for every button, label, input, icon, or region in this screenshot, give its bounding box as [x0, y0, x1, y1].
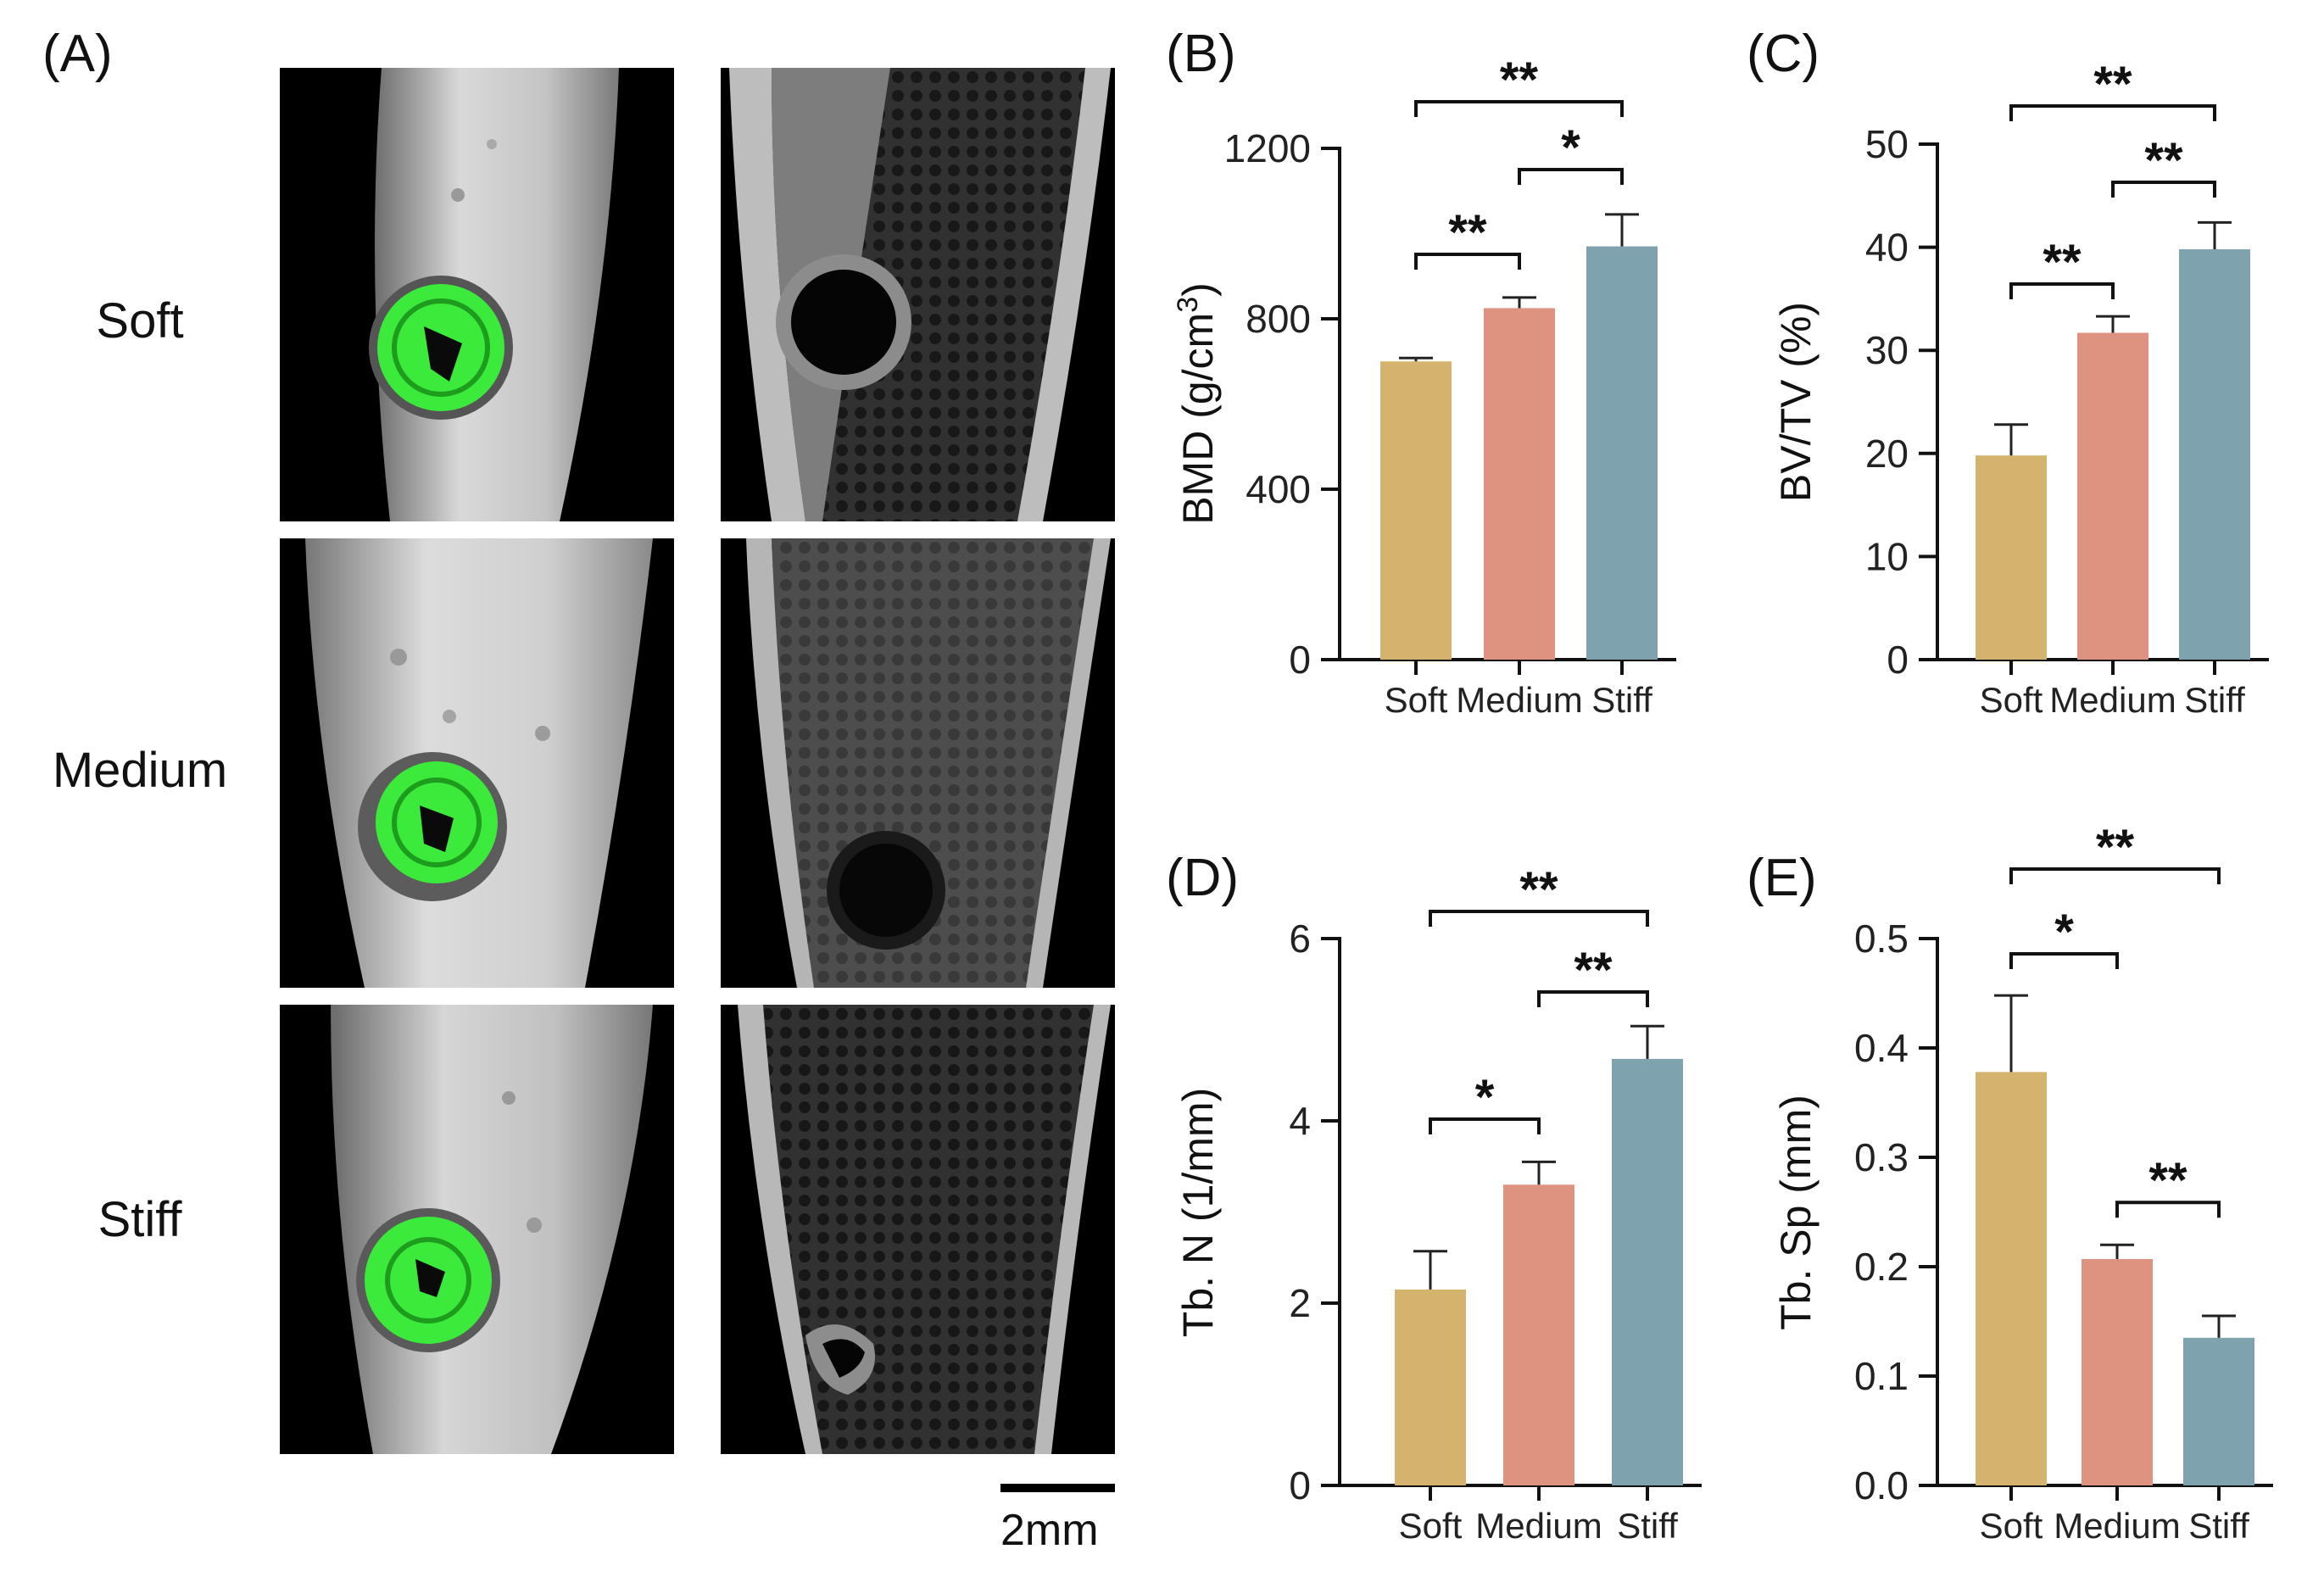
x-tick-label: Soft	[1385, 680, 1448, 720]
significance-label: **	[1574, 943, 1613, 998]
panel-letter-e: (E)	[1747, 849, 1817, 907]
significance-bracket	[1429, 1117, 1541, 1134]
scale-bar	[1000, 1484, 1115, 1492]
y-tick-label: 0.1	[1854, 1354, 1909, 1398]
y-tick-label: 2	[1289, 1281, 1311, 1325]
significance-bracket	[1414, 253, 1521, 270]
bar-stiff	[2183, 1337, 2254, 1485]
x-tick-label: Stiff	[2188, 1506, 2249, 1546]
significance-label: **	[1448, 205, 1487, 260]
significance-label: **	[1500, 53, 1539, 108]
significance-label: **	[2144, 133, 2183, 188]
significance-label: **	[2148, 1153, 2187, 1208]
significance-bracket	[1414, 100, 1624, 117]
panel-letter-c: (C)	[1747, 25, 1820, 83]
panel-letter-d: (D)	[1166, 849, 1240, 907]
y-tick-label: 1200	[1224, 126, 1311, 170]
microct-section-soft	[721, 68, 1115, 521]
microct-section-stiff	[721, 1005, 1115, 1454]
y-axis-label: BMD (g/cm3)	[1172, 282, 1222, 525]
significance-label: *	[1475, 1070, 1495, 1125]
y-tick-label: 0.5	[1854, 917, 1909, 961]
x-tick-label: Stiff	[1617, 1506, 1678, 1546]
significance-bracket	[1537, 990, 1649, 1007]
y-tick-label: 30	[1865, 328, 1909, 372]
x-tick-label: Stiff	[2184, 680, 2245, 720]
bar-medium	[2077, 332, 2148, 660]
bar-stiff	[1586, 246, 1658, 660]
scale-bar-label: 2mm	[1000, 1506, 1099, 1555]
significance-bracket	[2009, 952, 2119, 969]
significance-bracket	[2111, 181, 2216, 198]
y-tick-label: 400	[1246, 467, 1311, 511]
significance-label: **	[2096, 820, 2135, 875]
bar-stiff	[1612, 1058, 1683, 1485]
significance-bracket	[2009, 867, 2221, 884]
significance-bracket	[2009, 282, 2115, 299]
x-tick-label: Soft	[1980, 1506, 2043, 1546]
bar-medium	[2082, 1258, 2153, 1485]
bar-soft	[1976, 1072, 2047, 1485]
significance-bracket	[2009, 104, 2216, 121]
row-label-medium: Medium	[52, 743, 228, 798]
panel-letter-a: (A)	[42, 25, 113, 83]
x-tick-label: Stiff	[1591, 680, 1652, 720]
bar-soft	[1380, 361, 1452, 660]
x-tick-label: Medium	[1475, 1506, 1602, 1546]
bar-medium	[1484, 308, 1555, 660]
significance-label: *	[1561, 120, 1580, 176]
y-tick-label: 20	[1865, 432, 1909, 476]
x-tick-label: Soft	[1980, 680, 2043, 720]
significance-bracket	[1518, 168, 1624, 185]
bar-medium	[1503, 1184, 1574, 1485]
microct-3d-render-medium	[280, 538, 674, 988]
significance-label: *	[2054, 905, 2074, 960]
bar-stiff	[2179, 249, 2250, 660]
y-tick-label: 50	[1865, 122, 1909, 166]
bar-soft	[1395, 1289, 1466, 1485]
microct-section-medium	[721, 538, 1115, 988]
bar-soft	[1976, 455, 2047, 660]
significance-label: **	[2093, 57, 2132, 112]
significance-bracket	[1429, 910, 1649, 927]
y-axis-label: Tb. N (1/mm)	[1174, 1088, 1222, 1337]
x-tick-label: Medium	[1456, 680, 1582, 720]
panel-letter-b: (B)	[1166, 25, 1236, 83]
y-tick-label: 0	[1289, 638, 1311, 682]
microct-3d-render-stiff	[280, 1005, 674, 1454]
y-tick-label: 0.0	[1854, 1463, 1909, 1507]
y-tick-label: 0.2	[1854, 1245, 1909, 1289]
x-tick-label: Medium	[2049, 680, 2176, 720]
microct-3d-render-soft	[280, 68, 674, 521]
y-axis-label: BV/TV (%)	[1772, 302, 1820, 502]
significance-label: **	[1519, 862, 1558, 917]
row-label-soft: Soft	[96, 293, 184, 348]
row-label-stiff: Stiff	[98, 1192, 182, 1247]
y-tick-label: 0.4	[1854, 1026, 1909, 1070]
y-tick-label: 0	[1289, 1463, 1311, 1507]
x-tick-label: Medium	[2054, 1506, 2180, 1546]
y-tick-label: 0	[1887, 638, 1909, 682]
y-tick-label: 6	[1289, 917, 1311, 961]
significance-label: **	[2043, 235, 2082, 290]
y-axis-label: Tb. Sp (mm)	[1772, 1095, 1820, 1330]
x-tick-label: Soft	[1399, 1506, 1463, 1546]
y-tick-label: 0.3	[1854, 1135, 1909, 1179]
y-tick-label: 4	[1289, 1099, 1311, 1143]
y-tick-label: 800	[1246, 297, 1311, 341]
significance-bracket	[2115, 1201, 2221, 1218]
y-tick-label: 10	[1865, 534, 1909, 578]
y-tick-label: 40	[1865, 226, 1909, 270]
